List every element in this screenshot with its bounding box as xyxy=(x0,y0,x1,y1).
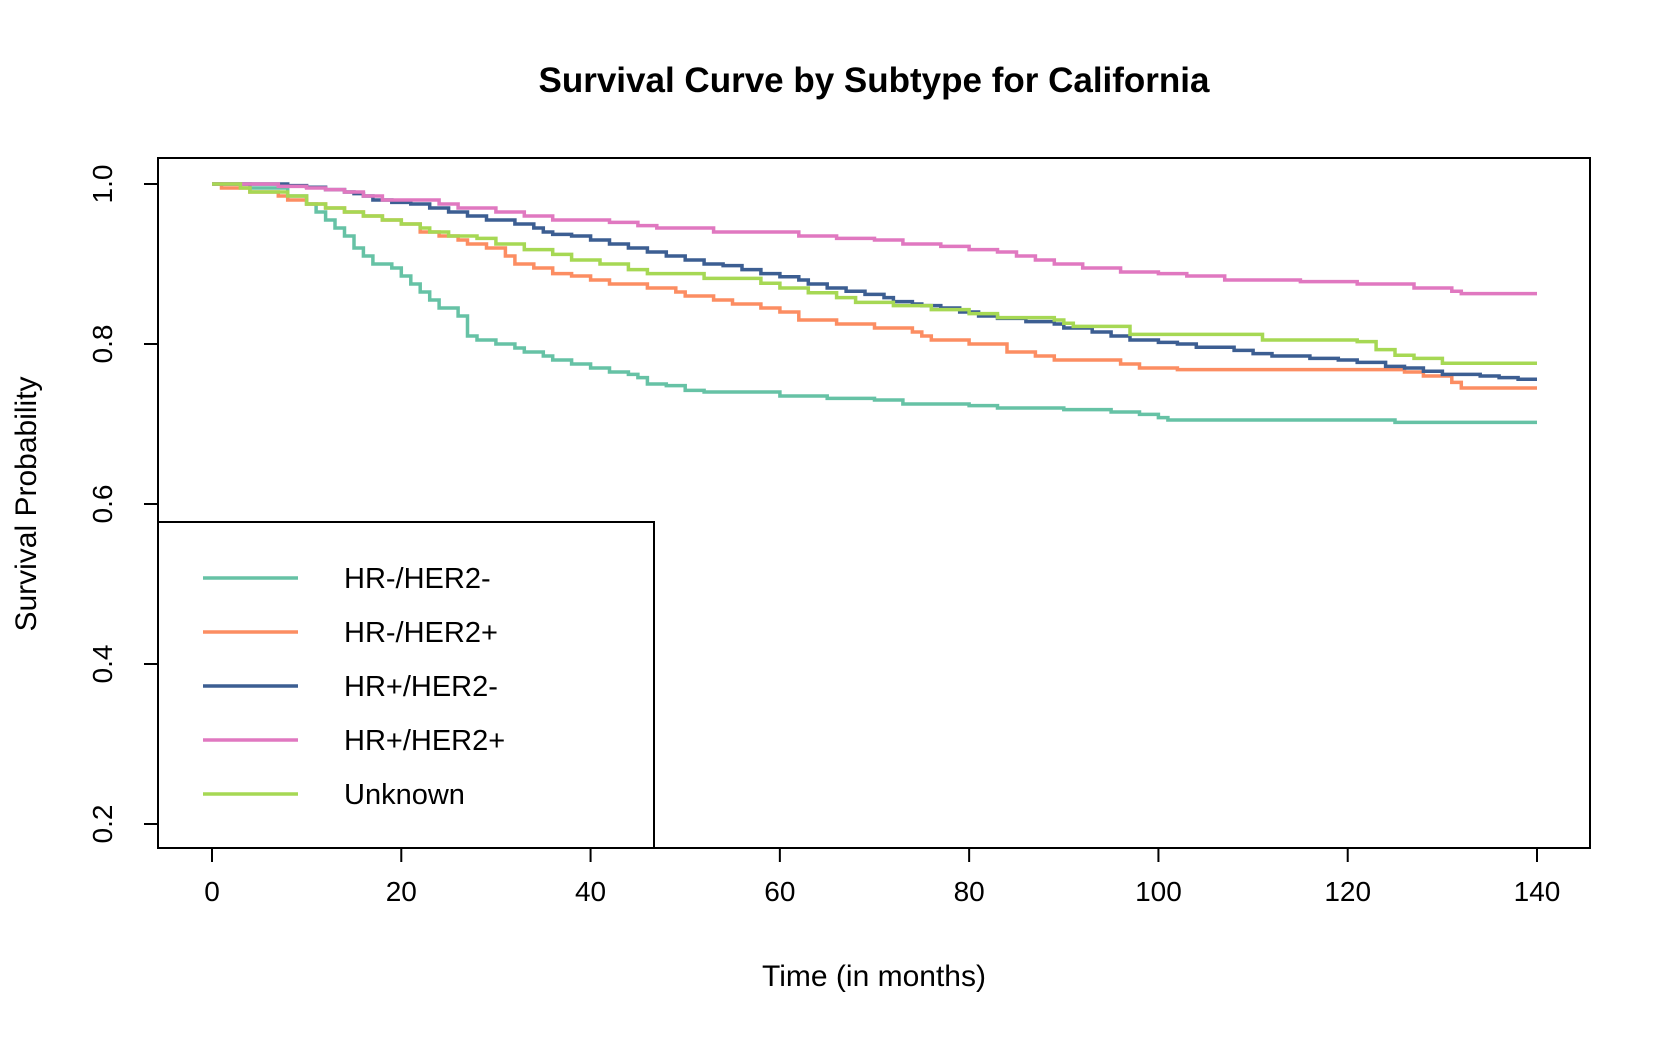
survival-curve-0 xyxy=(212,182,1537,425)
x-tick-label: 60 xyxy=(764,876,795,907)
x-tick-label: 120 xyxy=(1324,876,1371,907)
legend-label: HR-/HER2- xyxy=(344,563,491,595)
y-tick-label: 0.8 xyxy=(87,325,118,364)
x-tick-label: 140 xyxy=(1514,876,1561,907)
survival-curve-2 xyxy=(212,182,1537,381)
y-tick-label: 0.6 xyxy=(87,485,118,524)
x-tick-label: 20 xyxy=(386,876,417,907)
legend-label: HR+/HER2+ xyxy=(344,725,505,757)
y-tick-label: 0.4 xyxy=(87,645,118,684)
y-axis-label: Survival Probability xyxy=(10,376,43,631)
x-tick-label: 80 xyxy=(954,876,985,907)
x-axis: 0 20 40 60 80 100 120 140 xyxy=(204,848,1560,907)
y-tick-label: 0.2 xyxy=(87,805,118,844)
x-tick-label: 40 xyxy=(575,876,606,907)
x-tick-label: 0 xyxy=(204,876,220,907)
x-tick-label: 100 xyxy=(1135,876,1182,907)
plot-frame xyxy=(157,157,1591,849)
legend: HR-/HER2- HR-/HER2+ HR+/HER2- HR+/HER2+ Unkn… xyxy=(157,521,655,849)
legend-label: HR-/HER2+ xyxy=(344,617,498,649)
legend-label: Unknown xyxy=(344,779,465,811)
y-tick-label: 1.0 xyxy=(87,165,118,204)
survival-curve-4 xyxy=(212,182,1537,365)
chart-title: Survival Curve by Subtype for California xyxy=(539,61,1211,100)
y-axis: 0.2 0.4 0.6 0.8 1.0 xyxy=(87,165,158,844)
survival-curve-3 xyxy=(212,182,1537,296)
legend-label: HR+/HER2- xyxy=(344,671,498,703)
survival-curves xyxy=(212,182,1537,425)
x-axis-label: Time (in months) xyxy=(762,960,986,993)
